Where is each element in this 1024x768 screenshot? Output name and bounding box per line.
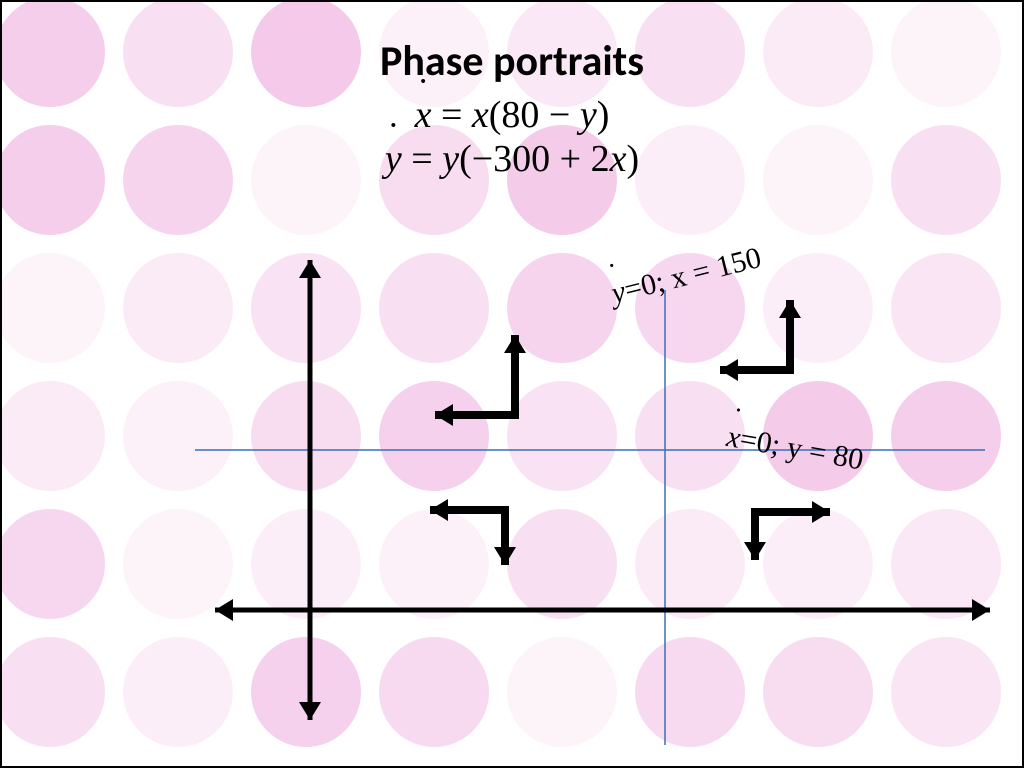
slide-stage: Phase portraits x = x(80 − y) y = y(−300… [0,0,1024,768]
flow-arrow-0-head-b [435,404,453,426]
axis-y-head-top [299,260,321,278]
flow-arrow-3-head-b [812,501,830,523]
flow-arrow-1-head-b [720,359,738,381]
equation-ydot: y = y(−300 + 2x) [0,137,1024,181]
flow-arrow-2-head-b [494,547,516,565]
flow-arrow-3 [755,512,830,560]
flow-arrow-1-head-a [779,300,801,318]
flow-arrow-3-head-a [744,542,766,560]
flow-arrow-0-head-a [504,335,526,353]
equation-xdot: x = x(80 − y) [0,93,1024,137]
flow-arrow-0 [435,335,515,415]
flow-arrow-1 [720,300,790,370]
slide-title: Phase portraits [0,36,1024,87]
flow-arrow-2 [430,510,505,565]
axis-y-head-bot [299,702,321,720]
flow-arrow-2-head-a [430,499,448,521]
axis-x-head-left [215,599,233,621]
title-block: Phase portraits x = x(80 − y) y = y(−300… [0,36,1024,181]
axis-x-head-right [972,599,990,621]
